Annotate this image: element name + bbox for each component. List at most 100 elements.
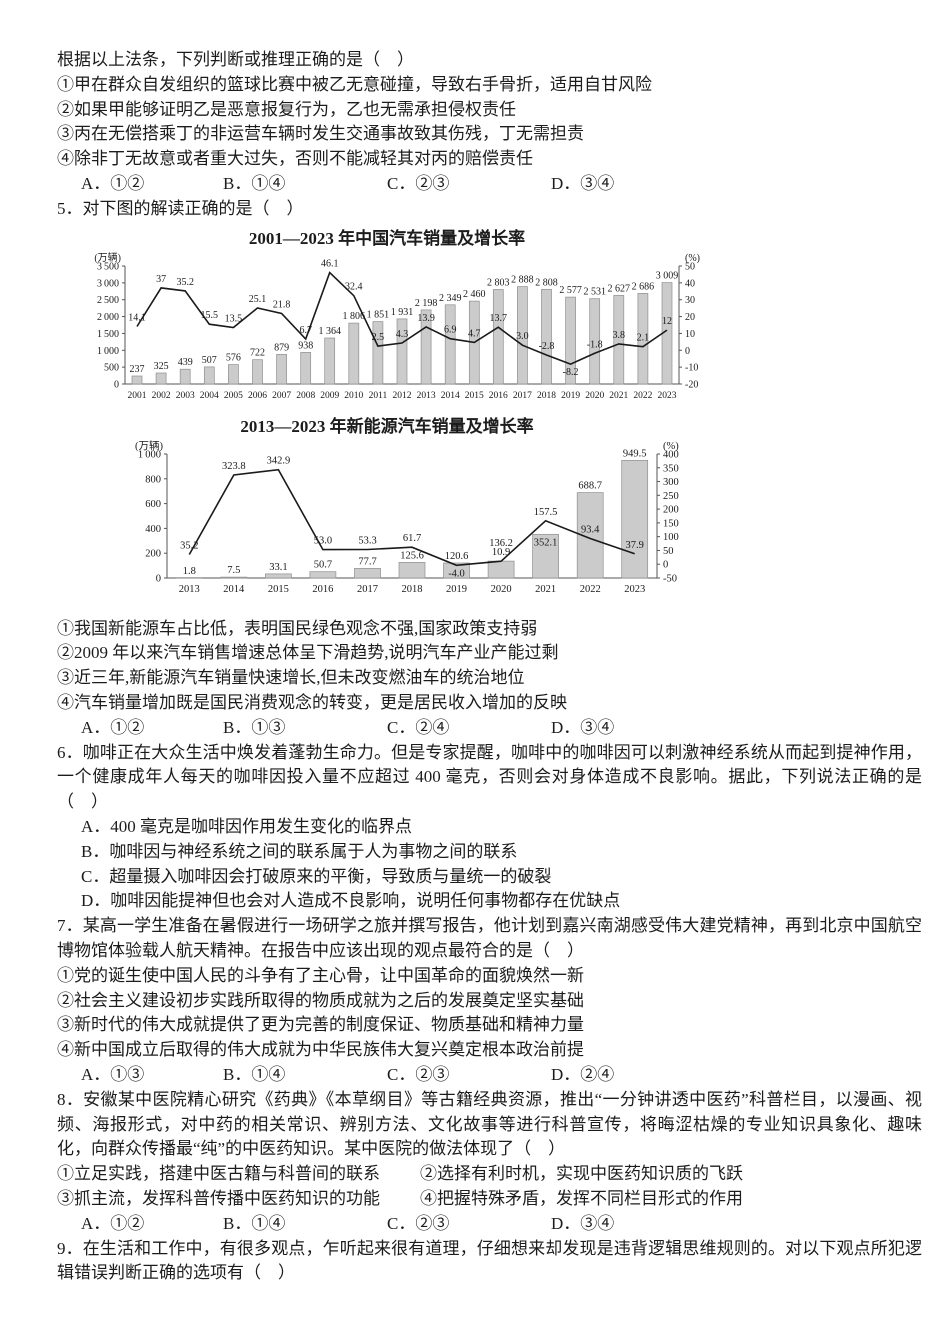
svg-text:2021: 2021 <box>535 584 556 595</box>
q6-choice-d: D．咖啡因能提神但也会对人造成不良影响，说明任何事物都存在优缺点 <box>81 891 621 911</box>
q4-statement-4: ④除非丁无故意或者重大过失，否则不能减轻其对丙的赔偿责任 <box>57 149 533 169</box>
q4-statement-1: ①甲在群众自发组织的篮球比赛中被乙无意碰撞，导致右手骨折，适用自甘风险 <box>57 74 652 94</box>
q5-statement-1: ①我国新能源车占比低，表明国民绿色观念不强,国家政策支持弱 <box>57 618 538 638</box>
svg-text:2015: 2015 <box>268 584 289 595</box>
svg-text:-1.8: -1.8 <box>587 339 603 350</box>
svg-text:200: 200 <box>145 548 161 559</box>
svg-text:53.3: 53.3 <box>358 535 376 546</box>
svg-text:-8.2: -8.2 <box>563 367 579 378</box>
svg-text:20: 20 <box>685 312 695 323</box>
q5-options-row: A．①② B．①③ C．②④ D．③④ <box>57 716 922 741</box>
svg-text:2 000: 2 000 <box>97 312 119 323</box>
svg-text:2006: 2006 <box>248 391 267 401</box>
chart-nev-sales-plot: 0 200 400 600 800 1 000 -50 0 50 100 150 200 250 300 3… <box>135 440 679 595</box>
svg-text:2009: 2009 <box>320 391 339 401</box>
svg-text:40: 40 <box>685 278 695 289</box>
svg-text:10: 10 <box>685 329 695 340</box>
svg-text:6.7: 6.7 <box>299 325 312 336</box>
q8-statements-row-1: ①立足实践，搭建中医古籍与科普间的联系 ②选择有利时机，实现中医药知识质的飞跃 <box>57 1162 922 1187</box>
svg-text:2019: 2019 <box>561 391 580 401</box>
q8-statement-1: ①立足实践，搭建中医古籍与科普间的联系 <box>57 1164 380 1184</box>
svg-text:2012: 2012 <box>393 391 412 401</box>
svg-text:30: 30 <box>685 295 695 306</box>
svg-text:35.2: 35.2 <box>180 540 198 551</box>
svg-text:237: 237 <box>130 364 145 375</box>
svg-text:325: 325 <box>154 361 169 372</box>
svg-text:-50: -50 <box>663 573 677 584</box>
svg-text:2001: 2001 <box>128 391 147 401</box>
q7-option-c: C．②③ <box>387 1064 450 1084</box>
q5-stem: 5．对下图的解读正确的是（ ） <box>57 198 304 218</box>
svg-text:6.9: 6.9 <box>444 324 457 335</box>
svg-text:3 009: 3 009 <box>656 270 679 281</box>
svg-text:722: 722 <box>250 347 265 358</box>
svg-text:879: 879 <box>274 342 289 353</box>
svg-text:2 888: 2 888 <box>511 274 534 285</box>
svg-text:14.1: 14.1 <box>128 312 146 323</box>
svg-text:13.9: 13.9 <box>417 312 435 323</box>
q5-statement-4: ④汽车销量增加既是国民消费观念的转变，更是居民收入增加的反映 <box>57 692 567 712</box>
svg-text:350: 350 <box>663 463 679 474</box>
svg-text:3 500: 3 500 <box>97 261 119 272</box>
svg-text:1 806: 1 806 <box>343 311 366 322</box>
q8-options-row: A．①② B．①④ C．②③ D．③④ <box>57 1212 922 1237</box>
svg-text:-4.0: -4.0 <box>448 568 465 579</box>
svg-text:2 500: 2 500 <box>97 295 119 306</box>
svg-text:1 931: 1 931 <box>391 306 414 317</box>
svg-text:1 851: 1 851 <box>367 309 390 320</box>
q6-stem: 6．咖啡正在大众生活中焕发着蓬勃生命力。但是专家提醒，咖啡中的咖啡因可以刺激神经… <box>57 742 922 812</box>
svg-text:2021: 2021 <box>609 391 628 401</box>
svg-text:250: 250 <box>663 490 679 501</box>
svg-text:125.6: 125.6 <box>400 550 424 561</box>
svg-text:50.7: 50.7 <box>314 559 332 570</box>
svg-text:2003: 2003 <box>176 391 195 401</box>
q8-option-d: D．③④ <box>551 1213 615 1233</box>
q5-option-d: D．③④ <box>551 717 615 737</box>
svg-text:100: 100 <box>663 532 679 543</box>
q7-option-a: A．①③ <box>81 1064 145 1084</box>
svg-text:-10: -10 <box>685 362 698 373</box>
svg-text:2 349: 2 349 <box>439 292 462 303</box>
svg-text:2.5: 2.5 <box>372 332 385 343</box>
svg-text:1 364: 1 364 <box>318 326 341 337</box>
svg-text:53.0: 53.0 <box>314 535 332 546</box>
chart-nev-sales-title: 2013—2023 年新能源汽车销量及增长率 <box>240 416 534 436</box>
svg-text:2 460: 2 460 <box>463 289 486 300</box>
svg-text:-20: -20 <box>685 379 698 390</box>
svg-text:4.7: 4.7 <box>468 328 481 339</box>
svg-text:2011: 2011 <box>369 391 388 401</box>
svg-text:323.8: 323.8 <box>222 461 246 472</box>
q8-statement-3: ③抓主流，发挥科普传播中医药知识的功能 <box>57 1188 380 1208</box>
svg-text:2008: 2008 <box>296 391 315 401</box>
q8-option-a: A．①② <box>81 1213 145 1233</box>
svg-text:2022: 2022 <box>633 391 652 401</box>
svg-text:2020: 2020 <box>491 584 512 595</box>
svg-text:4.3: 4.3 <box>396 329 409 340</box>
q5-option-a: A．①② <box>81 717 145 737</box>
q7-statement-4: ④新中国成立后取得的伟大成就为中华民族伟大复兴奠定根本政治前提 <box>57 1040 584 1060</box>
svg-text:2 531: 2 531 <box>583 286 606 297</box>
svg-text:0: 0 <box>156 573 161 584</box>
svg-text:688.7: 688.7 <box>578 480 602 491</box>
q5-option-c: C．②④ <box>387 717 450 737</box>
svg-text:500: 500 <box>104 362 119 373</box>
svg-text:120.6: 120.6 <box>445 551 469 562</box>
svg-text:400: 400 <box>663 449 679 460</box>
q8-statement-4: ④把握特殊矛盾，发挥不同栏目形式的作用 <box>420 1188 743 1208</box>
q8-statement-2: ②选择有利时机，实现中医药知识质的飞跃 <box>420 1164 743 1184</box>
q7-stem: 7．某高一学生准备在暑假进行一场研学之旅并撰写报告，他计划到嘉兴南湖感受伟大建党… <box>57 916 922 960</box>
svg-text:10.9: 10.9 <box>492 547 510 558</box>
svg-text:949.5: 949.5 <box>623 448 647 459</box>
svg-text:507: 507 <box>202 354 217 365</box>
q5-statement-2: ②2009 年以来汽车销售增速总体呈下滑趋势,说明汽车产业产能过剩 <box>57 643 559 663</box>
svg-text:1.8: 1.8 <box>183 565 196 576</box>
q4-option-c: C．②③ <box>387 173 450 193</box>
svg-text:2010: 2010 <box>344 391 363 401</box>
svg-text:2 577: 2 577 <box>559 285 582 296</box>
svg-text:2013: 2013 <box>179 584 200 595</box>
svg-text:0: 0 <box>114 379 119 390</box>
q4-stem: 根据以上法条，下列判断或推理正确的是（ ） <box>57 50 414 69</box>
svg-text:7.5: 7.5 <box>227 565 240 576</box>
svg-text:2017: 2017 <box>357 584 378 595</box>
